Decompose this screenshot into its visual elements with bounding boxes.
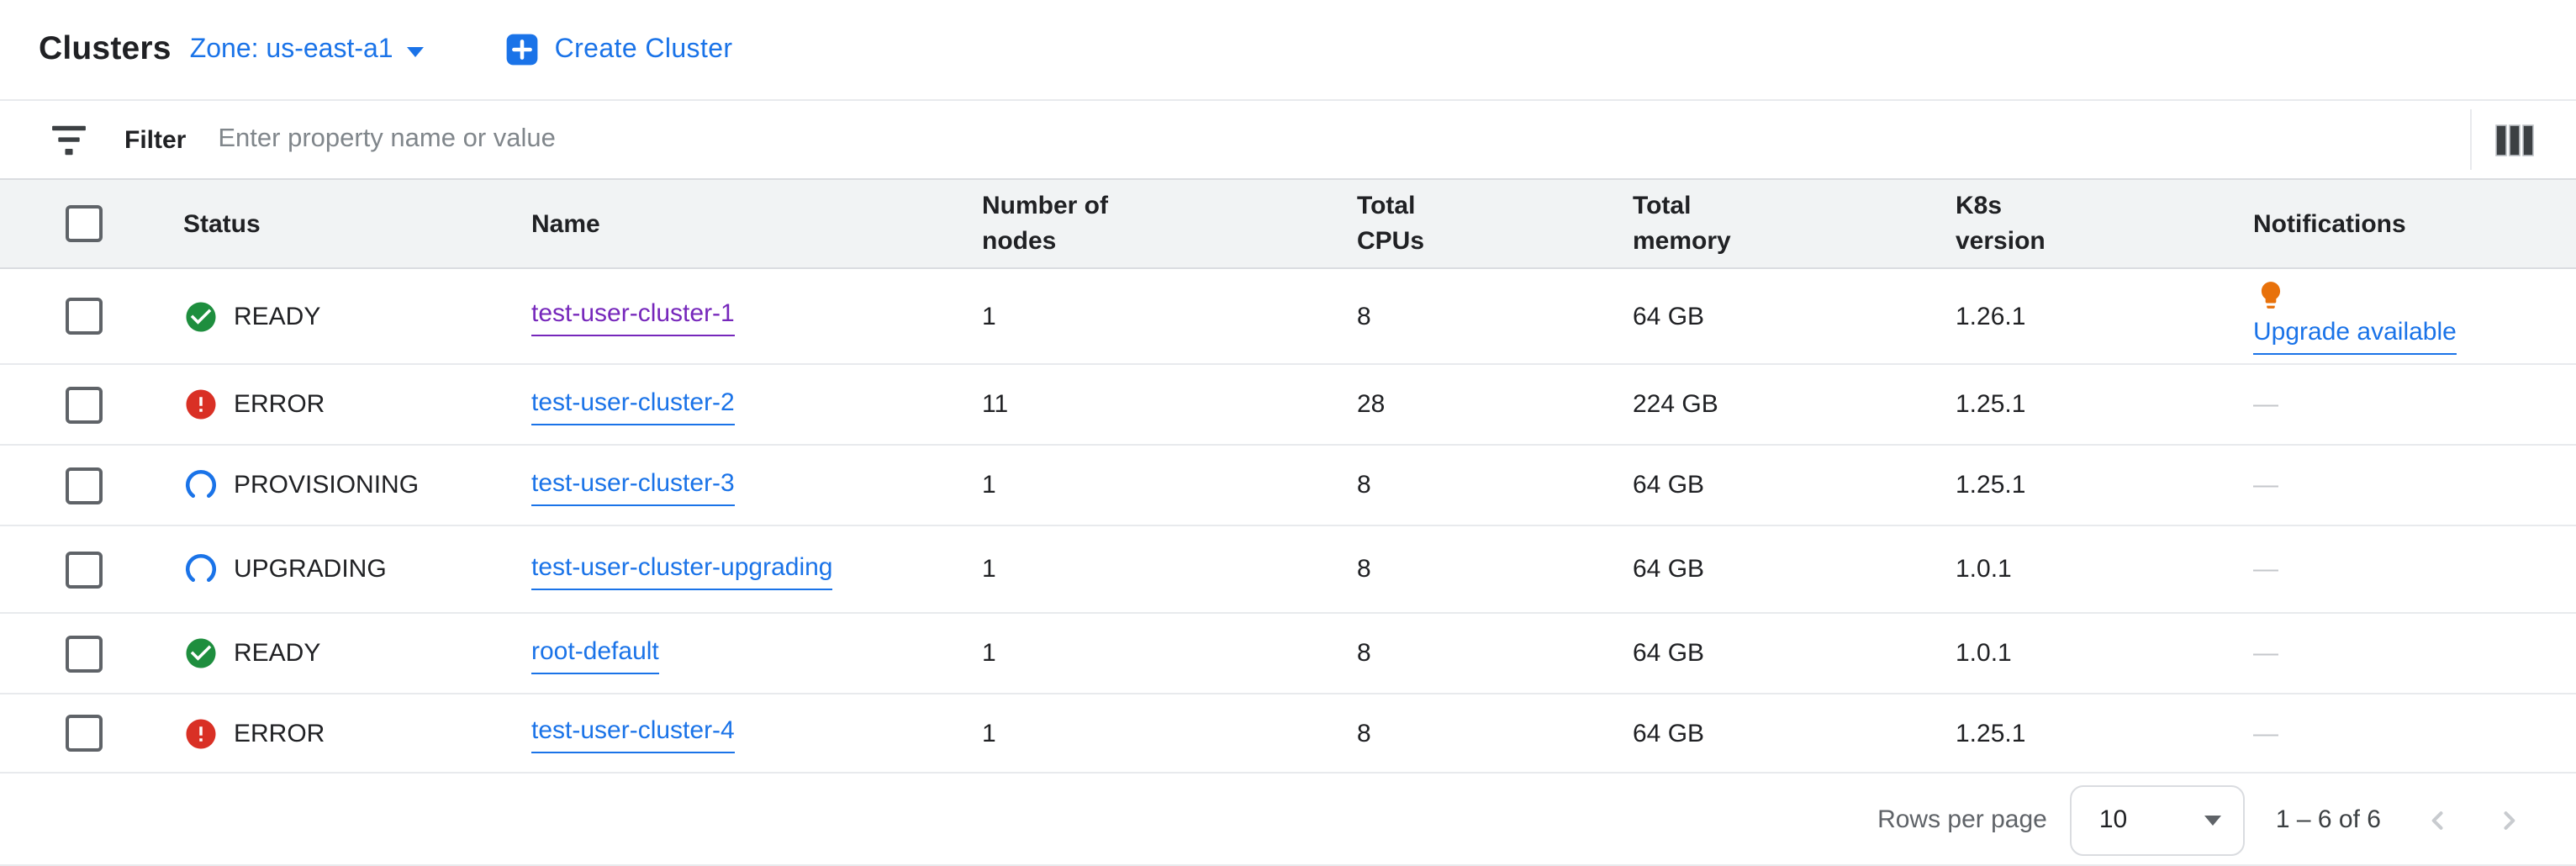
row-checkbox[interactable] xyxy=(66,715,103,752)
page-title: Clusters xyxy=(39,30,172,67)
divider xyxy=(2470,109,2472,170)
memory-value: 64 GB xyxy=(1633,471,1705,499)
memory-value: 64 GB xyxy=(1633,555,1705,583)
zone-selector-label: Zone: us-east-a1 xyxy=(189,34,393,63)
filter-label: Filter xyxy=(124,125,187,154)
cpus-value: 8 xyxy=(1357,302,1371,330)
column-display-options-icon[interactable] xyxy=(2495,124,2534,156)
add-box-icon xyxy=(506,34,537,66)
zone-selector[interactable]: Zone: us-east-a1 xyxy=(190,34,424,65)
rows-per-page-select[interactable]: 10 xyxy=(2070,784,2246,855)
nodes-value: 1 xyxy=(982,555,996,583)
nodes-value: 1 xyxy=(982,719,996,747)
filter-input[interactable] xyxy=(214,123,2470,156)
table-row: READY test-user-cluster-1 1 8 64 GB 1.26… xyxy=(0,269,2576,365)
cluster-name-link[interactable]: root-default xyxy=(531,633,659,673)
check-circle-icon xyxy=(186,301,216,331)
status-label: PROVISIONING xyxy=(234,471,420,499)
error-circle-icon xyxy=(186,389,216,420)
next-page-button[interactable] xyxy=(2492,801,2529,838)
filter-bar: Filter xyxy=(0,101,2576,180)
column-header-total-cpus[interactable]: Total CPUs xyxy=(1357,192,1425,256)
no-notification-dash: — xyxy=(2253,390,2278,419)
arrow-drop-down-icon xyxy=(406,46,424,56)
column-header-k8s-version[interactable]: K8s version xyxy=(1956,192,2045,256)
status-label: UPGRADING xyxy=(234,555,387,583)
check-circle-icon xyxy=(186,638,216,668)
create-cluster-label: Create Cluster xyxy=(554,34,733,63)
column-header-notifications[interactable]: Notifications xyxy=(2253,209,2406,238)
memory-value: 224 GB xyxy=(1633,390,1718,419)
memory-value: 64 GB xyxy=(1633,302,1705,330)
status-label: READY xyxy=(234,639,321,668)
rows-per-page-label: Rows per page xyxy=(1877,805,2047,834)
lightbulb-icon xyxy=(2261,281,2281,308)
previous-page-button[interactable] xyxy=(2418,801,2455,838)
no-notification-dash: — xyxy=(2253,471,2278,499)
nodes-value: 1 xyxy=(982,471,996,499)
create-cluster-button[interactable]: Create Cluster xyxy=(504,32,733,67)
cpus-value: 8 xyxy=(1357,639,1371,668)
cluster-name-link[interactable]: test-user-cluster-2 xyxy=(531,384,735,425)
k8s-version-value: 1.0.1 xyxy=(1956,639,2012,668)
select-all-checkbox[interactable] xyxy=(66,205,103,242)
k8s-version-value: 1.0.1 xyxy=(1956,555,2012,583)
nodes-value: 1 xyxy=(982,639,996,668)
no-notification-dash: — xyxy=(2253,639,2278,668)
cluster-name-link[interactable]: test-user-cluster-upgrading xyxy=(531,549,833,589)
memory-value: 64 GB xyxy=(1633,639,1705,668)
k8s-version-value: 1.26.1 xyxy=(1956,302,2026,330)
row-checkbox[interactable] xyxy=(66,635,103,672)
status-label: READY xyxy=(234,302,321,330)
no-notification-dash: — xyxy=(2253,555,2278,583)
nodes-value: 11 xyxy=(982,390,1009,419)
nodes-value: 1 xyxy=(982,302,996,330)
arrow-drop-down-icon xyxy=(2204,815,2222,825)
progress-arc-icon xyxy=(186,553,216,583)
table-row: PROVISIONING test-user-cluster-3 1 8 64 … xyxy=(0,446,2576,526)
table-row: UPGRADING test-user-cluster-upgrading 1 … xyxy=(0,526,2576,614)
row-checkbox[interactable] xyxy=(66,298,103,335)
k8s-version-value: 1.25.1 xyxy=(1956,390,2026,419)
status-label: ERROR xyxy=(234,390,325,419)
row-checkbox[interactable] xyxy=(66,386,103,423)
cluster-name-link[interactable]: test-user-cluster-4 xyxy=(531,713,735,753)
pagination-bar: Rows per page 10 1 – 6 of 6 xyxy=(0,774,2576,866)
row-checkbox[interactable] xyxy=(66,551,103,588)
column-header-number-of-nodes[interactable]: Number of nodes xyxy=(982,192,1108,256)
k8s-version-value: 1.25.1 xyxy=(1956,719,2026,747)
column-header-total-memory[interactable]: Total memory xyxy=(1633,192,1731,256)
k8s-version-value: 1.25.1 xyxy=(1956,471,2026,499)
cpus-value: 8 xyxy=(1357,471,1371,499)
progress-arc-icon xyxy=(186,469,216,499)
filter-bar-right xyxy=(2470,109,2576,170)
upgrade-available-link[interactable]: Upgrade available xyxy=(2253,314,2457,354)
cluster-name-link[interactable]: test-user-cluster-1 xyxy=(531,296,735,336)
table-row: ERROR test-user-cluster-4 1 8 64 GB 1.25… xyxy=(0,694,2576,774)
table-header-row: Status Name Number of nodes Total CPUs T… xyxy=(0,180,2576,269)
memory-value: 64 GB xyxy=(1633,719,1705,747)
row-checkbox[interactable] xyxy=(66,467,103,504)
table-row: READY root-default 1 8 64 GB 1.0.1 — xyxy=(0,614,2576,694)
error-circle-icon xyxy=(186,718,216,748)
no-notification-dash: — xyxy=(2253,719,2278,747)
page-range-label: 1 – 6 of 6 xyxy=(2275,805,2381,834)
rows-per-page-value: 10 xyxy=(2098,805,2128,834)
title-bar: Clusters Zone: us-east-a1 Create Cluster xyxy=(0,0,2576,101)
table-row: ERROR test-user-cluster-2 11 28 224 GB 1… xyxy=(0,365,2576,446)
cluster-name-link[interactable]: test-user-cluster-3 xyxy=(531,465,735,505)
chevron-left-icon xyxy=(2431,811,2443,829)
cpus-value: 8 xyxy=(1357,719,1371,747)
column-header-name[interactable]: Name xyxy=(531,209,600,238)
filter-list-icon xyxy=(52,124,86,155)
cpus-value: 8 xyxy=(1357,555,1371,583)
chevron-right-icon xyxy=(2504,811,2515,829)
column-header-status[interactable]: Status xyxy=(183,209,261,238)
cpus-value: 28 xyxy=(1357,390,1386,419)
status-label: ERROR xyxy=(234,719,325,747)
